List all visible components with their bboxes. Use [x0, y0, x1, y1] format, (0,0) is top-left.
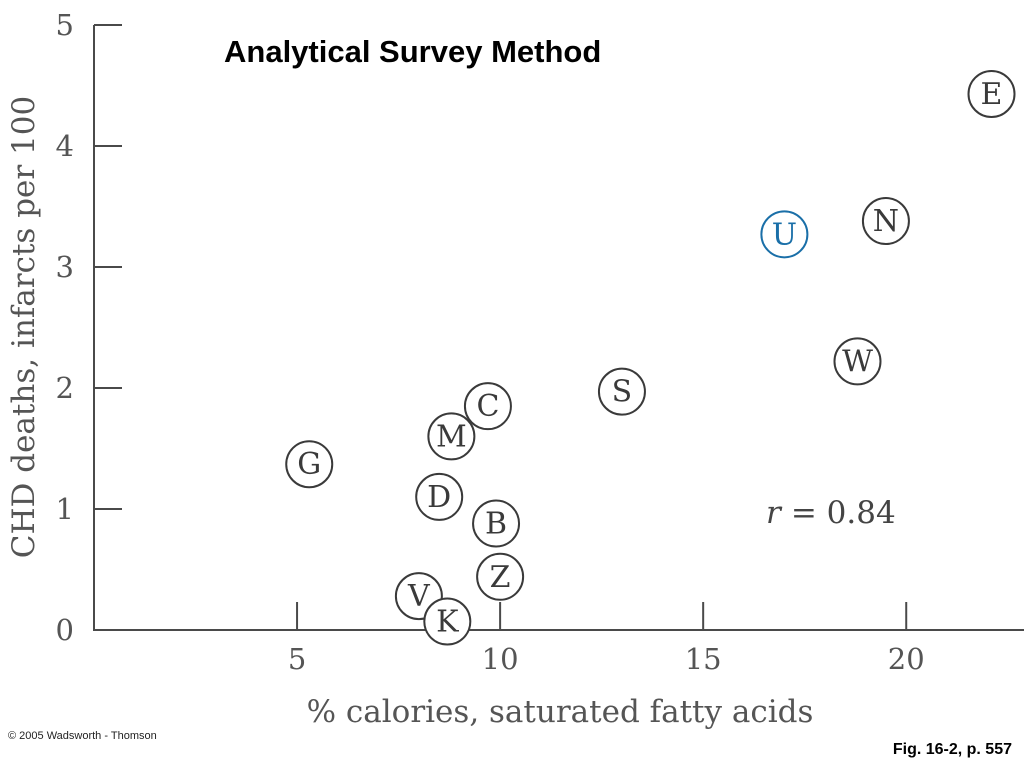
- slide-title: Analytical Survey Method: [224, 34, 602, 69]
- y-tick-label: 2: [56, 371, 74, 405]
- correlation-value: = 0.84: [791, 495, 896, 531]
- data-point: K: [423, 597, 472, 646]
- correlation-annotation: r = 0.84: [766, 495, 896, 531]
- data-point: U: [760, 210, 809, 259]
- x-tick-label: 15: [685, 642, 722, 676]
- data-point: E: [967, 69, 1016, 118]
- data-point-label: S: [612, 375, 633, 410]
- data-point-label: K: [436, 605, 459, 640]
- data-point-marker: [427, 412, 476, 461]
- data-point: S: [597, 367, 646, 416]
- data-point-marker: [967, 69, 1016, 118]
- correlation-symbol: r: [766, 495, 783, 531]
- data-point-marker: [472, 499, 521, 548]
- data-point-marker: [476, 552, 525, 601]
- data-point: Z: [476, 552, 525, 601]
- y-tick-label: 1: [56, 492, 74, 526]
- x-axis-label: % calories, saturated fatty acids: [307, 694, 814, 730]
- data-point-marker: [285, 440, 334, 489]
- chart-axes: [93, 25, 1024, 631]
- data-point: N: [861, 197, 910, 246]
- data-point-marker: [833, 337, 882, 386]
- data-point-marker: [861, 197, 910, 246]
- data-point-label: Z: [490, 560, 511, 595]
- data-point-marker: [423, 597, 472, 646]
- copyright-notice: © 2005 Wadsworth - Thomson: [8, 730, 157, 742]
- data-point-label: U: [772, 217, 797, 252]
- data-point-marker: [597, 367, 646, 416]
- chart-points: E N U W S CM G DBZ VK: [285, 69, 1016, 646]
- y-tick-label: 3: [56, 250, 74, 284]
- y-tick-label: 0: [56, 613, 74, 647]
- data-point: G: [285, 440, 334, 489]
- y-tick-label: 4: [56, 129, 74, 163]
- x-tick-label: 10: [482, 642, 519, 676]
- data-point: B: [472, 499, 521, 548]
- data-point-label: D: [427, 480, 451, 515]
- data-point-marker: [760, 210, 809, 259]
- data-point-label: N: [873, 204, 899, 239]
- data-point-label: E: [981, 77, 1003, 112]
- x-tick-label: 20: [888, 642, 925, 676]
- data-point: C: [463, 382, 512, 431]
- data-point: D: [415, 472, 464, 521]
- data-point-label: C: [476, 389, 499, 424]
- data-point-marker: [463, 382, 512, 431]
- data-point-label: W: [842, 344, 873, 379]
- data-point: M: [427, 412, 476, 461]
- data-point-label: M: [436, 419, 467, 454]
- chart-ticks: 0 1 2 3 4 5 5 10 15 20: [56, 8, 925, 676]
- data-point-label: B: [485, 507, 507, 542]
- data-point: W: [833, 337, 882, 386]
- y-tick-label: 5: [56, 8, 74, 42]
- data-point-label: G: [297, 447, 321, 482]
- x-tick-label: 5: [288, 642, 306, 676]
- data-point-label: V: [407, 579, 431, 614]
- data-point-marker: [415, 472, 464, 521]
- figure-reference: Fig. 16-2, p. 557: [892, 741, 1012, 758]
- y-axis-label: CHD deaths, infarcts per 100: [6, 96, 42, 558]
